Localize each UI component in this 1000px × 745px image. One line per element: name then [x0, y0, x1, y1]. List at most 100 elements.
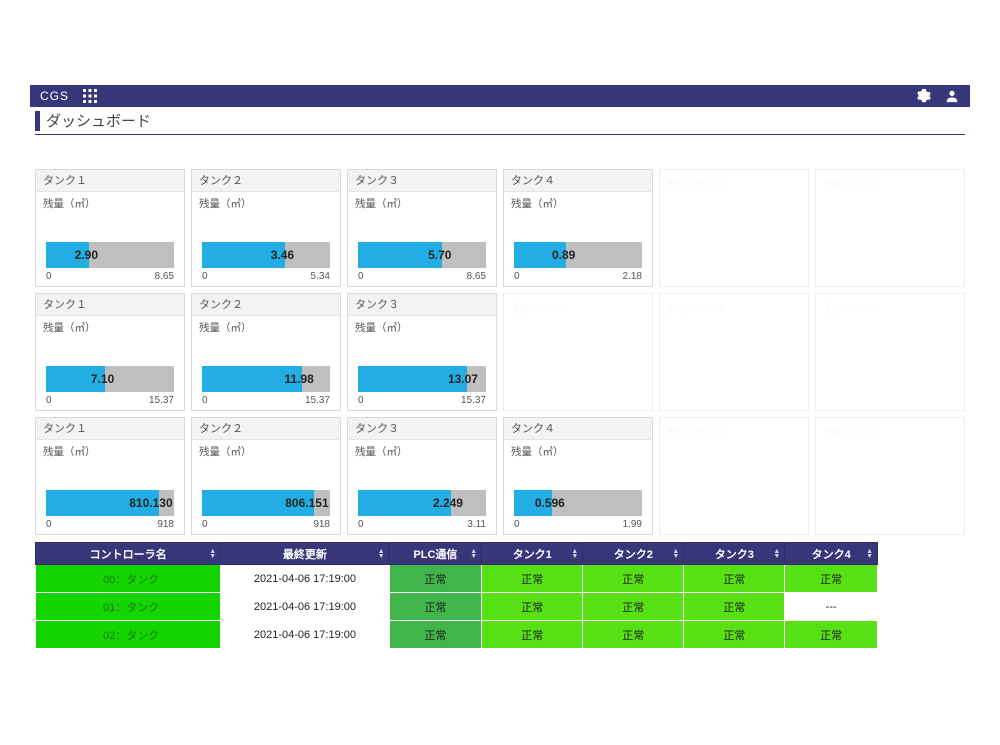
- tank-card-sublabel: 残量（㎥）: [36, 316, 184, 335]
- sort-icon[interactable]: ▲▼: [866, 549, 873, 559]
- bar-value: 7.10: [91, 366, 114, 392]
- controller-name-cell[interactable]: 00：タンク: [36, 565, 221, 593]
- tank-card-title: タンク４: [504, 418, 652, 440]
- bar-axis: 01.99: [514, 519, 642, 530]
- bar-track: 2.90: [46, 242, 174, 268]
- bar-value: 806.151: [285, 490, 328, 516]
- bar-wrap: 806.1510918: [192, 459, 340, 534]
- table-header-label: PLC通信: [413, 549, 457, 561]
- bar-axis-max: 8.65: [155, 271, 174, 282]
- bar-axis: 015.37: [46, 395, 174, 406]
- bar-value: 3.46: [271, 242, 294, 268]
- table-row: 01：タンク2021-04-06 17:19:00正常正常正常正常---: [36, 593, 878, 621]
- table-header[interactable]: タンク4 ▲▼: [785, 543, 878, 565]
- placeholder-label: 予約スペース: [822, 424, 881, 439]
- bar-wrap: 2.9008.65: [36, 211, 184, 286]
- bar-axis-max: 3.11: [467, 519, 486, 530]
- controller-name: 00：タンク: [103, 574, 159, 586]
- placeholder-card: 予約スペース: [659, 169, 809, 287]
- tank-card-sublabel: 残量（㎥）: [192, 440, 340, 459]
- table-header-label: タンク4: [812, 549, 851, 561]
- bar-axis-min: 0: [46, 519, 52, 530]
- bar-track: 13.07: [358, 366, 486, 392]
- controller-name-cell[interactable]: 02：タンク: [36, 621, 221, 649]
- placeholder-label: 予約スペース: [822, 176, 881, 191]
- card-row: タンク１残量（㎥）2.9008.65タンク２残量（㎥）3.4605.34タンク３…: [35, 169, 965, 287]
- tank-status-cell: 正常: [785, 565, 878, 593]
- bar-track: 806.151: [202, 490, 330, 516]
- bar-track: 7.10: [46, 366, 174, 392]
- bar-wrap: 7.10015.37: [36, 335, 184, 410]
- tank-card: タンク２残量（㎥）806.1510918: [191, 417, 341, 535]
- table-row: 02：タンク2021-04-06 17:19:00正常正常正常正常正常: [36, 621, 878, 649]
- controller-name: 02：タンク: [103, 630, 159, 642]
- tank-card-title: タンク１: [36, 418, 184, 440]
- gear-icon[interactable]: [916, 88, 932, 104]
- tank-card: タンク３残量（㎥）5.7008.65: [347, 169, 497, 287]
- table-header[interactable]: コントローラ名▲▼: [36, 543, 221, 565]
- controller-name: 01：タンク: [103, 602, 159, 614]
- bar-value: 2.249: [433, 490, 463, 516]
- table-header-label: タンク2: [614, 549, 653, 561]
- bar-wrap: 0.89 02.18: [504, 211, 652, 286]
- bar-axis-min: 0: [46, 395, 52, 406]
- placeholder-card: 予約スペース: [815, 293, 965, 411]
- bar-axis-max: 15.37: [149, 395, 174, 406]
- page-root: CGS ダッシュボード タンク１残量（㎥）2.9008.65タンク２残量（㎥）3…: [0, 0, 1000, 745]
- tank-card-sublabel: 残量（㎥）: [36, 192, 184, 211]
- table-header[interactable]: タンク3 ▲▼: [684, 543, 785, 565]
- bar-axis-max: 918: [157, 519, 174, 530]
- bar-value: 0.89: [552, 242, 575, 268]
- bar-axis-min: 0: [514, 271, 520, 282]
- cards-area: タンク１残量（㎥）2.9008.65タンク２残量（㎥）3.4605.34タンク３…: [35, 169, 965, 541]
- tank-card: タンク１残量（㎥）2.9008.65: [35, 169, 185, 287]
- table-header[interactable]: 最終更新▲▼: [221, 543, 389, 565]
- table-header[interactable]: タンク1▲▼: [482, 543, 583, 565]
- table-header[interactable]: PLC通信 ▲▼: [389, 543, 482, 565]
- tank-card: タンク１残量（㎥）810.1300918: [35, 417, 185, 535]
- status-table-area: コントローラ名▲▼最終更新▲▼PLC通信▲▼タンク1▲▼タンク2▲▼タンク3▲▼…: [35, 542, 878, 649]
- tank-card-sublabel: 残量（㎥）: [192, 192, 340, 211]
- bar-wrap: 0.596 01.99: [504, 459, 652, 534]
- bar-axis: 02.18: [514, 271, 642, 282]
- placeholder-card: 予約スペース: [659, 293, 809, 411]
- table-header-label: タンク3: [715, 549, 754, 561]
- bar-axis: 08.65: [358, 271, 486, 282]
- sort-icon[interactable]: ▲▼: [470, 549, 477, 559]
- table-header[interactable]: タンク2 ▲▼: [583, 543, 684, 565]
- bar-value: 810.130: [129, 490, 172, 516]
- bar-axis-min: 0: [358, 395, 364, 406]
- placeholder-label: 予約スペース: [666, 424, 725, 439]
- tank-card-title: タンク１: [36, 294, 184, 316]
- placeholder-card: 予約スペース: [815, 417, 965, 535]
- tank-card: タンク２残量（㎥）11.98015.37: [191, 293, 341, 411]
- last-update-cell: 2021-04-06 17:19:00: [221, 593, 389, 621]
- user-icon[interactable]: [944, 88, 960, 104]
- bar-axis: 03.11: [358, 519, 486, 530]
- apps-grid-icon[interactable]: [83, 89, 97, 103]
- bar-value: 0.596: [535, 490, 565, 516]
- bar-track: 0.89: [514, 242, 642, 268]
- sort-icon[interactable]: ▲▼: [672, 549, 679, 559]
- sort-icon[interactable]: ▲▼: [378, 549, 385, 559]
- sort-icon[interactable]: ▲▼: [773, 549, 780, 559]
- tank-card-sublabel: 残量（㎥）: [348, 192, 496, 211]
- tank-card: タンク３残量（㎥）13.07015.37: [347, 293, 497, 411]
- last-update-cell: 2021-04-06 17:19:00: [221, 621, 389, 649]
- bar-axis: 05.34: [202, 271, 330, 282]
- sort-icon[interactable]: ▲▼: [571, 549, 578, 559]
- sort-icon[interactable]: ▲▼: [209, 549, 216, 559]
- bar-wrap: 3.46 05.34: [192, 211, 340, 286]
- tank-status-cell: 正常: [583, 621, 684, 649]
- table-row: 00：タンク2021-04-06 17:19:00正常正常正常正常正常: [36, 565, 878, 593]
- bar-axis-min: 0: [514, 519, 520, 530]
- controller-name-cell[interactable]: 01：タンク: [36, 593, 221, 621]
- status-table: コントローラ名▲▼最終更新▲▼PLC通信▲▼タンク1▲▼タンク2▲▼タンク3▲▼…: [35, 542, 878, 649]
- bar-value: 2.90: [75, 242, 98, 268]
- tank-card-sublabel: 残量（㎥）: [348, 440, 496, 459]
- bar-axis-max: 5.34: [311, 271, 330, 282]
- bar-wrap: 11.98015.37: [192, 335, 340, 410]
- bar-track: 2.249: [358, 490, 486, 516]
- last-update-cell: 2021-04-06 17:19:00: [221, 565, 389, 593]
- bar-track: 3.46: [202, 242, 330, 268]
